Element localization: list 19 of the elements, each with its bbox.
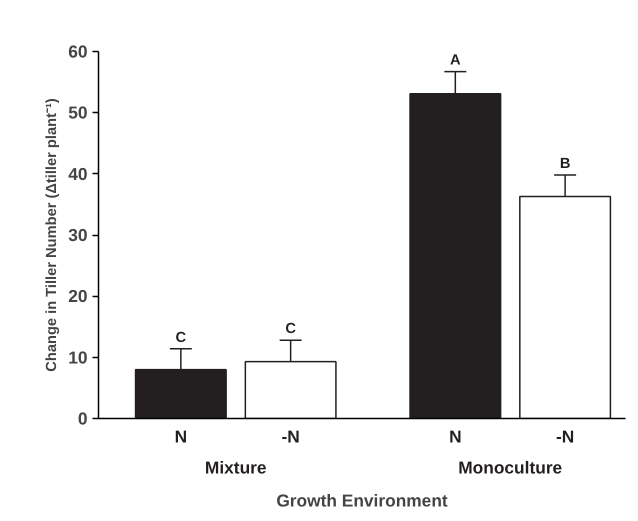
x-tick-label: Mixture [204, 458, 267, 478]
x-tick-label: Monoculture [458, 458, 563, 478]
y-axis-title: Change in Tiller Number (Δtiller plant⁻¹) [44, 98, 60, 372]
y-tick-label: 60 [68, 42, 88, 62]
x-axis-title: Growth Environment [276, 490, 448, 510]
text: N [449, 426, 462, 446]
y-tick-label: 10 [68, 347, 88, 368]
annotation: C [285, 321, 296, 338]
y-tick-label: 40 [68, 164, 88, 184]
annotation: B [560, 156, 570, 172]
series-label: -N [281, 426, 300, 446]
y-tick-label: 30 [68, 225, 88, 245]
text: -N [556, 426, 574, 446]
annotation: A [450, 52, 462, 69]
y-tick-label: 50 [68, 102, 88, 123]
y-tick-label: 20 [68, 286, 88, 306]
annotation: C [176, 330, 187, 346]
series-label: N [174, 426, 188, 446]
y-tick-label: 0 [78, 408, 88, 428]
